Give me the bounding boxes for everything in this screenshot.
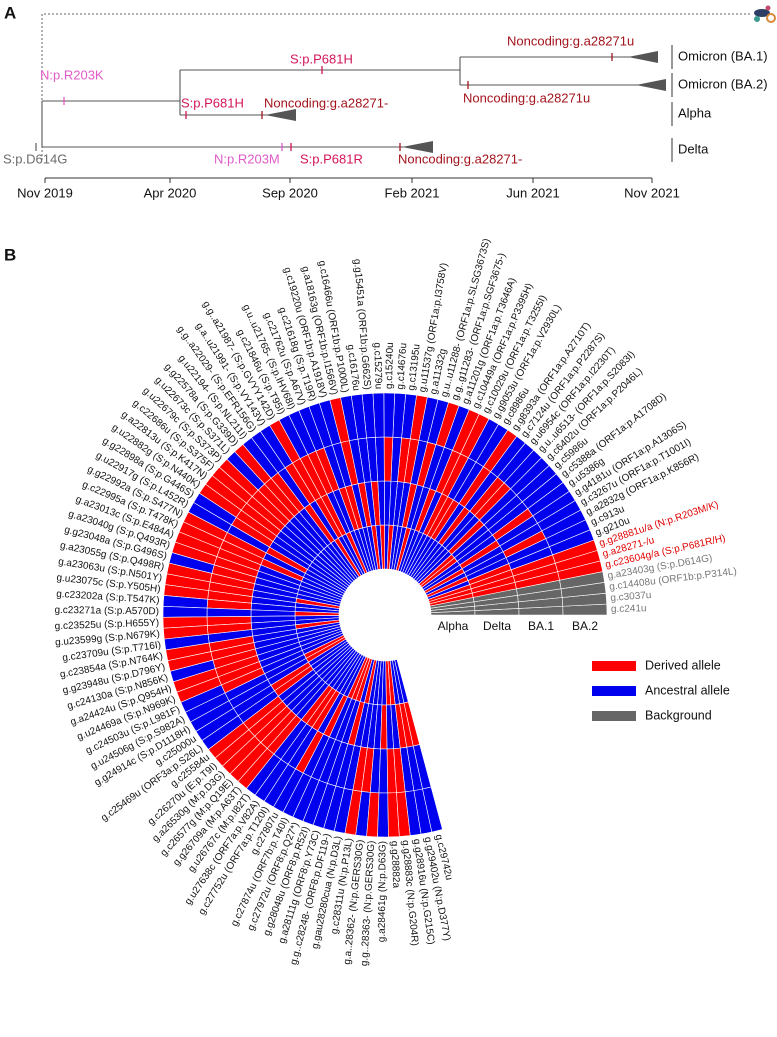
row-label: g.c23271a (S:p.A570D)	[54, 605, 159, 617]
mutation-label: Noncoding:g.a28271u	[463, 90, 590, 105]
row-label: g.c15279u	[371, 342, 383, 389]
ring-label: BA.1	[528, 619, 554, 633]
mutation-label: S:p.P681H	[181, 95, 244, 110]
row-label: g.c241u	[611, 603, 647, 615]
mutation-label: Noncoding:g.a28271-	[264, 95, 388, 110]
axis-tick-label: Feb 2021	[385, 185, 440, 200]
ring-label: BA.2	[572, 619, 598, 633]
panel-label: B	[4, 245, 16, 264]
heatmap-cell	[383, 392, 396, 438]
heatmap-cell	[380, 704, 388, 750]
root-dotted-line	[41, 13, 752, 160]
lineage-label: Omicron (BA.1)	[678, 48, 768, 63]
lineage-label: Omicron (BA.2)	[678, 76, 768, 91]
legend-swatch	[592, 661, 636, 671]
mutation-label: S:p.P681R	[300, 151, 363, 166]
mutation-label: N:p.R203K	[40, 67, 104, 82]
mutation-label: Noncoding:g.a28271u	[507, 33, 634, 48]
heatmap-cell	[377, 792, 389, 838]
tree	[41, 56, 640, 148]
row-label: g.c13195u	[406, 344, 422, 392]
row-label: g.c14676u	[395, 343, 409, 390]
mutation-label: N:p.R203M	[214, 151, 280, 166]
axis-tick-label: Nov 2019	[17, 185, 73, 200]
virus-icon	[754, 5, 776, 23]
legend-swatch	[592, 686, 636, 696]
mutation-label: Noncoding:g.a28271-	[398, 151, 522, 166]
legend-label: Derived allele	[645, 658, 721, 672]
axis-tick-label: Apr 2020	[144, 185, 197, 200]
ring-label: Delta	[483, 619, 511, 633]
lineage-label: Alpha	[678, 105, 712, 120]
row-label: g.c15240u	[384, 342, 396, 389]
legend-label: Ancestral allele	[645, 683, 730, 697]
lineage-label: Delta	[678, 141, 709, 156]
heatmap-cell	[162, 606, 208, 618]
axis-tick-label: Nov 2021	[624, 185, 680, 200]
clade-wedges	[265, 51, 666, 153]
panel-label: A	[4, 3, 16, 22]
mutation-label: S:p.P681H	[290, 51, 353, 66]
axis-tick-label: Sep 2020	[262, 185, 318, 200]
row-label: g.g28882a	[388, 841, 401, 889]
heatmap-cell	[422, 786, 443, 833]
row-label: g.c3037u	[610, 590, 652, 604]
legend-label: Background	[645, 708, 712, 722]
row-label: g.a28461g (N:p.D63G)	[377, 841, 389, 942]
heatmap	[162, 392, 608, 838]
heatmap-cell	[206, 607, 252, 618]
ring-label: Alpha	[438, 619, 469, 633]
mutation-label: S:p.D614G	[3, 151, 67, 166]
row-label: g.c23525u (S:p.H655Y)	[54, 618, 159, 633]
legend-swatch	[592, 711, 636, 721]
heatmap-cell	[378, 748, 389, 794]
axis-tick-label: Jun 2021	[506, 185, 560, 200]
